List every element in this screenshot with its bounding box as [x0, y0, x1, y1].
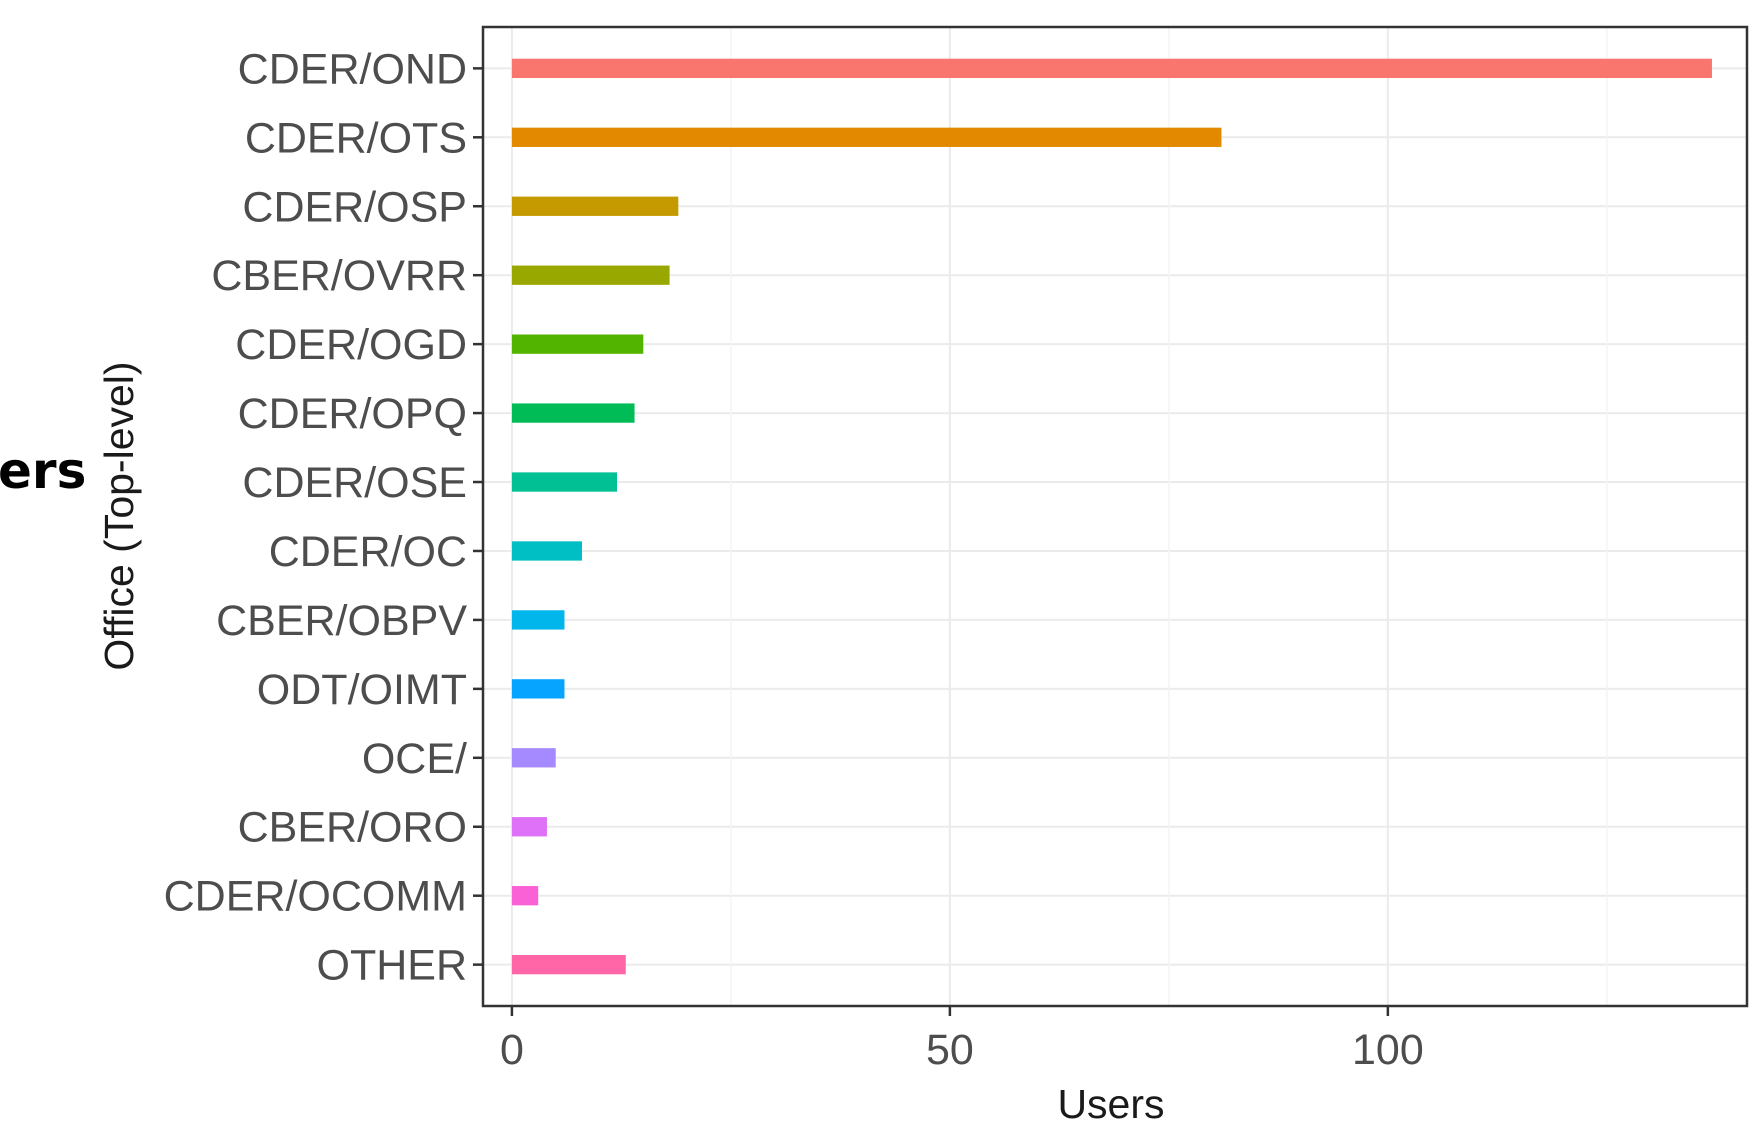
x-axis: 0 50 100 — [500, 1006, 1424, 1074]
bar-cder-ond — [511, 58, 1712, 79]
y-tick-label: CBER/OBPV — [216, 597, 467, 645]
y-tick-label: CDER/OTS — [245, 114, 467, 162]
x-tick-label: 0 — [500, 1026, 524, 1074]
y-tick-label: ODT/OIMT — [257, 666, 467, 714]
bar-cder-ose — [511, 472, 618, 492]
bars — [511, 58, 1712, 975]
y-tick-label: OTHER — [317, 942, 468, 990]
y-tick-label: CDER/OC — [269, 528, 467, 576]
y-tick-label: CDER/OPQ — [238, 390, 467, 438]
y-tick-label: CBER/OVRR — [211, 252, 467, 300]
y-tick-label: OCE/ — [362, 735, 467, 783]
bar-other — [511, 954, 626, 975]
cropped-side-label: ers — [0, 442, 87, 500]
y-tick-label: CDER/OSP — [242, 183, 467, 231]
bar-cber-ovrr — [511, 265, 670, 285]
bar-oce — [511, 748, 556, 768]
plot-panel-border — [481, 25, 1749, 1008]
x-tick-label: 100 — [1352, 1026, 1424, 1074]
bar-cber-oro — [511, 817, 547, 837]
y-axis-title: Office (Top-level) — [96, 361, 142, 670]
y-tick-label: CDER/OGD — [235, 321, 467, 369]
y-tick-label: CBER/ORO — [238, 804, 467, 852]
x-axis-title: Users — [1057, 1081, 1164, 1123]
bar-cder-ogd — [511, 334, 644, 354]
bar-cber-obpv — [511, 610, 565, 630]
y-axis: CDER/OND CDER/OTS CDER/OSP CBER/OVRR CDER/OG… — [164, 45, 483, 990]
bar-cder-opq — [511, 403, 635, 423]
bar-cder-ocomm — [511, 886, 539, 906]
y-tick-label: CDER/OSE — [242, 459, 467, 507]
bar-odt-oimt — [511, 679, 565, 699]
bar-cder-ots — [511, 127, 1222, 147]
grid-lines — [483, 27, 1747, 1006]
bar-cder-oc — [511, 541, 582, 561]
y-tick-label: CDER/OCOMM — [164, 873, 467, 921]
y-tick-label: CDER/OND — [238, 45, 467, 93]
x-tick-label: 50 — [926, 1026, 974, 1074]
bar-cder-osp — [511, 196, 679, 216]
